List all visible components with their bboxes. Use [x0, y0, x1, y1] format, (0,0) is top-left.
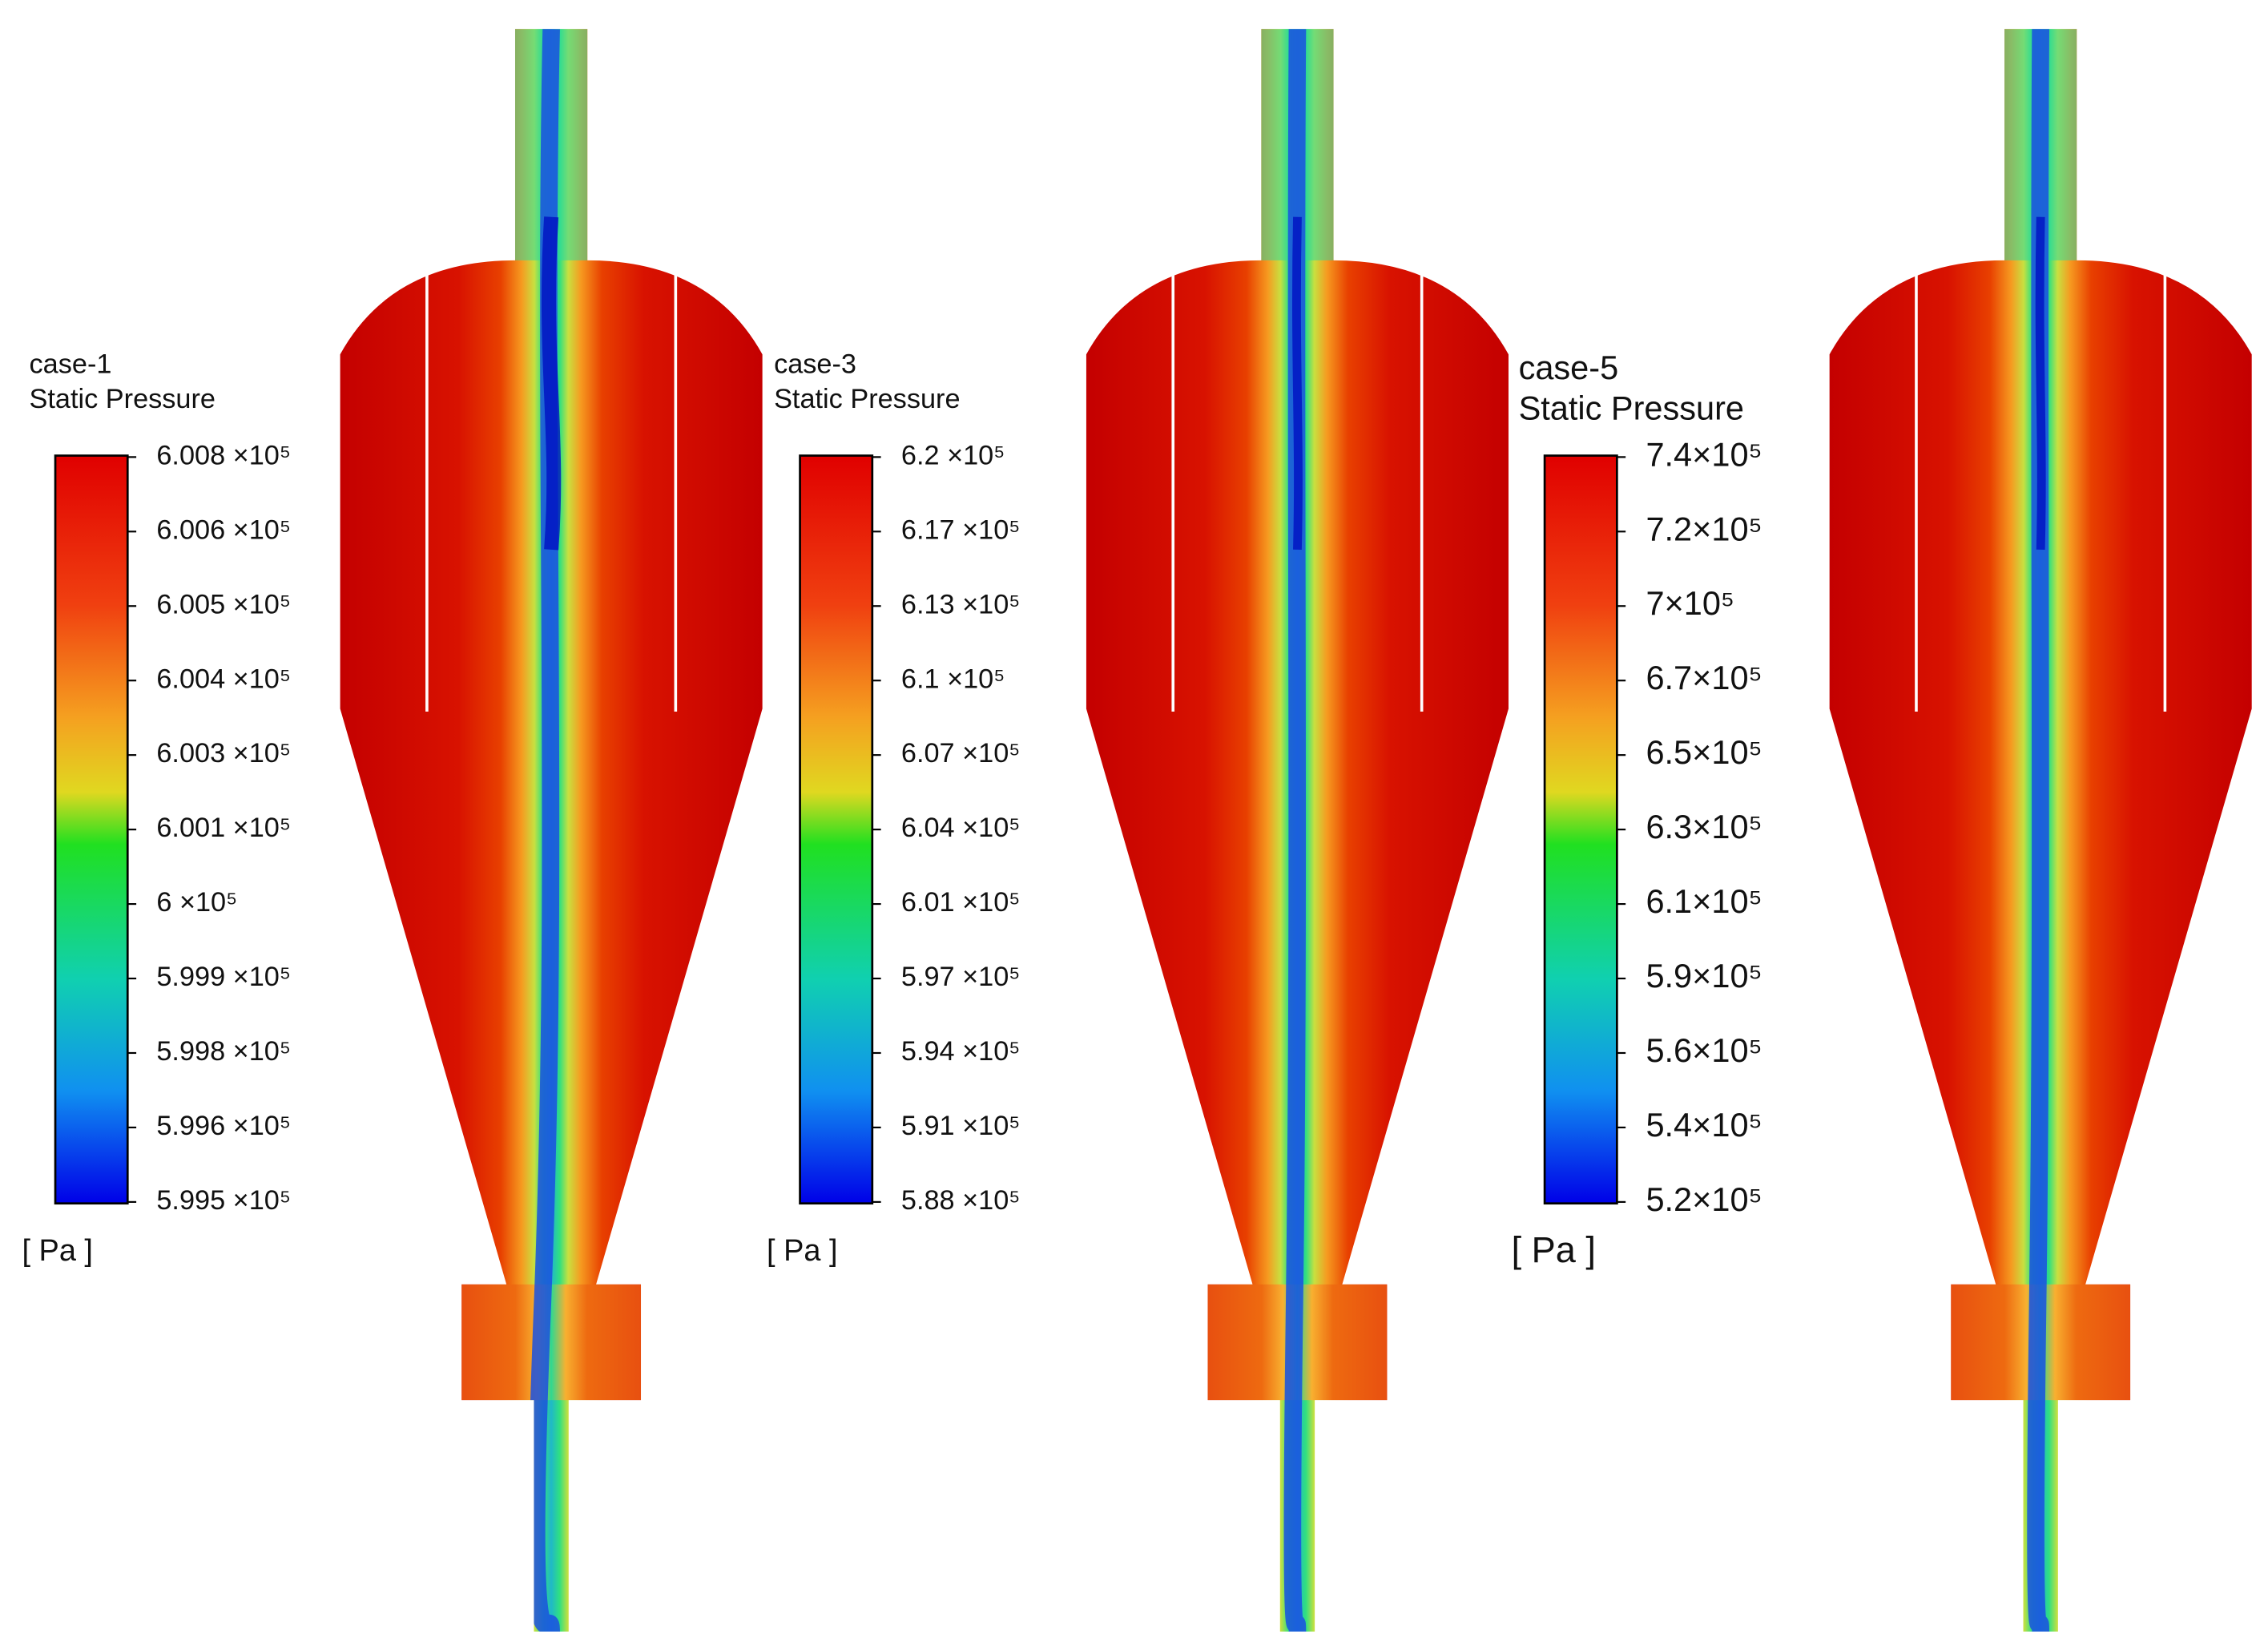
colorbar-tick-label: 5.9×10⁵	[1646, 957, 1762, 994]
colorbar	[1543, 454, 1618, 1205]
legend-case: case-1	[30, 349, 112, 380]
legend-title: Static Pressure	[30, 384, 216, 414]
colorbar-tick-label: 5.996 ×10⁵	[156, 1111, 291, 1141]
colorbar-tick-label: 6.008 ×10⁵	[156, 440, 291, 470]
colorbar-tick-label: 6.5×10⁵	[1646, 733, 1762, 771]
cyclone-contour	[1829, 29, 2252, 1632]
colorbar-tick-label: 6.3×10⁵	[1646, 808, 1762, 845]
colorbar-tick-label: 5.995 ×10⁵	[156, 1185, 291, 1216]
vortex-core-deep	[1292, 216, 1303, 551]
colorbar-tick-label: 6.003 ×10⁵	[156, 738, 291, 769]
colorbar-tick-label: 7×10⁵	[1646, 584, 1734, 622]
colorbar-tick-label: 6.006 ×10⁵	[156, 514, 291, 545]
colorbar-tick-label: 6.1 ×10⁵	[901, 664, 1005, 694]
colorbar-tick-label: 6.04 ×10⁵	[901, 813, 1021, 843]
legend-unit: [ Pa ]	[22, 1234, 93, 1268]
colorbar-tick-label: 5.88 ×10⁵	[901, 1185, 1021, 1216]
colorbar-tick-label: 6.001 ×10⁵	[156, 813, 291, 843]
legend-case: case-3	[774, 349, 856, 380]
cyclone-contour	[340, 29, 763, 1632]
core-group	[1207, 29, 1388, 1632]
core-group	[461, 29, 642, 1632]
colorbar-tick-label: 5.999 ×10⁵	[156, 962, 291, 992]
colorbar	[799, 454, 874, 1205]
colorbar-tick-label: 6.005 ×10⁵	[156, 589, 291, 619]
colorbar-tick-label: 6.1×10⁵	[1646, 882, 1762, 920]
colorbar-tick-label: 5.998 ×10⁵	[156, 1036, 291, 1067]
colorbar-tick-label: 7.2×10⁵	[1646, 510, 1762, 547]
legend-unit: [ Pa ]	[1512, 1229, 1596, 1270]
outlet-box	[461, 1284, 642, 1401]
colorbar-tick-label: 5.4×10⁵	[1646, 1106, 1762, 1144]
colorbar-tick-label: 5.6×10⁵	[1646, 1031, 1762, 1069]
core-group	[1951, 29, 2131, 1632]
vortex-core-deep	[541, 216, 562, 551]
colorbar-tick-label: 6.17 ×10⁵	[901, 514, 1021, 545]
vortex-core-deep	[2035, 216, 2046, 551]
legend-title: Static Pressure	[1519, 389, 1744, 427]
colorbar-tick-label: 7.4×10⁵	[1646, 435, 1762, 473]
legend: case-3 Static Pressure 6.2 ×10⁵ 6.17 ×10⁵ 6.…	[767, 349, 1020, 1268]
colorbar-tick-label: 6.13 ×10⁵	[901, 589, 1021, 619]
colorbar-tick-label: 5.2×10⁵	[1646, 1180, 1762, 1218]
colorbar-tick-label: 6.2 ×10⁵	[901, 440, 1005, 470]
colorbar-tick-label: 6 ×10⁵	[156, 887, 237, 918]
colorbar-tick-label: 6.7×10⁵	[1646, 659, 1762, 696]
cyclone-contour	[1086, 29, 1509, 1632]
colorbar-tick-label: 6.01 ×10⁵	[901, 887, 1021, 918]
legend: case-1 Static Pressure 6.008 ×10⁵ 6.006 ×10…	[22, 349, 292, 1268]
colorbar-tick-label: 5.94 ×10⁵	[901, 1036, 1021, 1067]
colorbar-tick-label: 5.97 ×10⁵	[901, 962, 1021, 992]
legend-unit: [ Pa ]	[767, 1234, 837, 1268]
colorbar	[54, 454, 129, 1205]
colorbar-tick-label: 6.07 ×10⁵	[901, 738, 1021, 769]
legend-title: Static Pressure	[774, 384, 960, 414]
legend-case: case-5	[1519, 349, 1619, 386]
colorbar-tick-label: 5.91 ×10⁵	[901, 1111, 1021, 1141]
colorbar-tick-label: 6.004 ×10⁵	[156, 664, 291, 694]
